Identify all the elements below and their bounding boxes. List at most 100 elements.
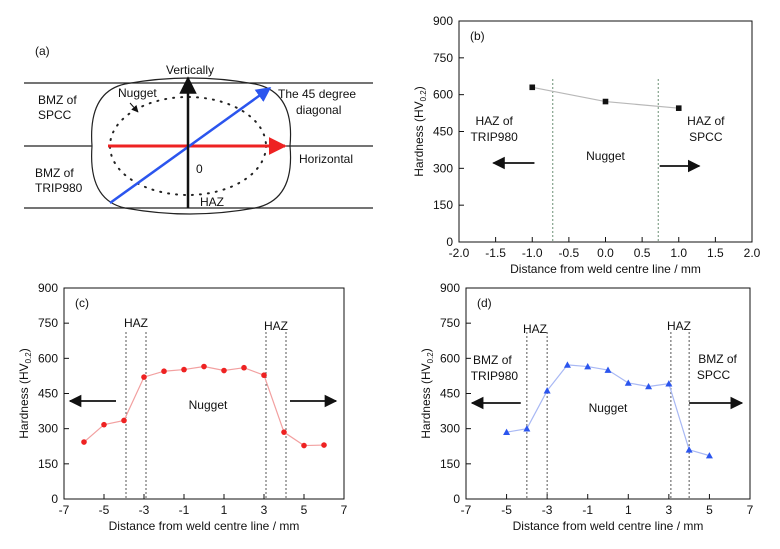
data-point [261,372,267,379]
haz-right-label: HAZ [667,319,691,333]
schematic-panel-label: (a) [35,44,50,58]
chart-c: -7 -5 -3 -1 1 3 5 7 0 150 300 450 600 750 900 Distance … [17,281,348,533]
data-point [645,382,653,390]
data-point [584,363,592,370]
origin-label: 0 [196,162,203,176]
nugget-label: Nugget [118,86,157,100]
left-zone-label-line1: BMZ of [473,353,512,367]
data-point [685,446,693,453]
right-zone-label-line1: BMZ of [698,352,737,366]
x-tick-label: 3 [666,503,673,517]
y-tick-label: 0 [51,492,58,506]
y-axis-title: Hardness (HV0.2) [419,348,435,438]
x-tick-label: 7 [341,503,348,517]
nugget-label: Nugget [189,398,228,412]
y-axis-title: Hardness (HV0.2) [412,86,428,176]
data-point [101,421,107,428]
series-line [532,86,679,109]
x-tick-label: 0.0 [597,246,614,260]
data-point [624,379,632,386]
data-point [563,361,571,368]
y-tick-label: 300 [38,422,58,436]
y-tick-label: 450 [38,387,58,401]
data-point [201,363,207,370]
left-zone-label-line1: HAZ of [475,114,513,128]
data-point [604,366,612,373]
y-tick-label: 900 [433,14,453,28]
x-tick-label: -1 [179,503,190,517]
haz-left-label: HAZ [124,316,148,330]
x-tick-label: -7 [461,503,472,517]
y-tick-label: 300 [433,161,453,175]
y-tick-label: 0 [446,235,453,249]
nugget-pointer-arrow [129,102,139,113]
data-point [241,364,247,371]
x-tick-label: 1.5 [707,246,724,260]
diagonal-arrow [109,86,272,205]
x-tick-label: 5 [706,503,713,517]
vertically-label: Vertically [166,63,214,77]
left-zone-label-line2: TRIP980 [470,130,518,144]
y-tick-label: 600 [433,88,453,102]
data-point [543,387,551,394]
x-axis-title: Distance from weld centre line / mm [513,519,704,533]
data-point [221,367,227,374]
data-point [503,428,511,435]
data-point [301,442,307,449]
data-point [675,105,682,111]
x-tick-label: 3 [261,503,268,517]
panel-label: (d) [477,296,492,310]
x-tick-label: -0.5 [559,246,580,260]
right-zone-label-line2: SPCC [689,130,723,144]
x-tick-label: 7 [747,503,754,517]
plot-frame [63,287,345,500]
chart-d: -7 -5 -3 -1 1 3 5 7 0 150 300 450 600 750 900 Distance … [419,281,754,533]
x-tick-label: -2.0 [449,246,470,260]
bmz-trip-label-line1: BMZ of [35,166,74,180]
y-tick-label: 150 [440,457,460,471]
data-point [141,374,147,380]
bmz-spcc-label-line2: SPCC [38,108,72,122]
haz-right-label: HAZ [264,319,288,333]
diagonal-label-line1: The 45 degree [278,87,356,101]
x-tick-label: 5 [301,503,308,517]
bmz-trip-label-line2: TRIP980 [35,181,83,195]
right-zone-label-line1: HAZ of [687,114,725,128]
y-tick-label: 150 [38,457,58,471]
schematic-panel: (a) Vertically Nugget BMZ of SPCC BMZ of… [24,44,373,215]
data-point [181,366,187,373]
x-tick-label: 0.5 [634,246,651,260]
y-tick-label: 300 [440,422,460,436]
weld-outline [91,77,292,215]
haz-left-label: HAZ [523,322,547,336]
data-point [529,84,536,91]
charts: -2.0 -1.5 -1.0 -0.5 0.0 0.5 1.0 1.5 2.0015030045… [17,14,761,533]
data-point [523,425,531,432]
nugget-label: Nugget [586,149,625,163]
data-point [321,442,327,448]
data-point [281,429,287,435]
y-tick-label: 750 [38,316,58,330]
y-tick-label: 900 [440,281,460,295]
data-point [602,98,609,105]
x-tick-label: 1 [625,503,632,517]
y-tick-label: 150 [433,198,453,212]
bmz-spcc-label-line1: BMZ of [38,93,77,107]
x-tick-label: -1 [582,503,593,517]
horizontal-label: Horizontal [299,152,353,166]
panel-label: (b) [470,29,485,43]
data-point [665,380,673,387]
plot-frame [465,287,751,500]
x-tick-label: -1.0 [522,246,543,260]
x-axis-title: Distance from weld centre line / mm [510,262,701,276]
x-tick-label: 2.0 [744,246,761,260]
x-axis-title: Distance from weld centre line / mm [109,519,300,533]
y-tick-label: 600 [38,351,58,365]
y-tick-label: 0 [453,492,460,506]
x-tick-label: -7 [59,503,70,517]
y-tick-label: 750 [433,51,453,65]
data-point [705,452,713,459]
x-tick-label: -5 [99,503,110,517]
x-tick-label: -1.5 [485,246,506,260]
